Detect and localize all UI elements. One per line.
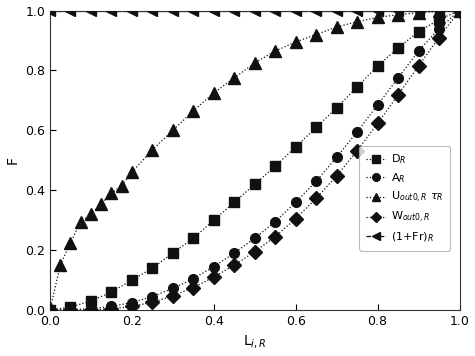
Y-axis label: F: F <box>6 156 19 164</box>
X-axis label: L$_{i,R}$: L$_{i,R}$ <box>243 334 266 350</box>
Legend: D$_R$, A$_R$, U$_{out0,R}$ $\tau$$_R$, W$_{out0,R}$, (1+Fr)$_R$: D$_R$, A$_R$, U$_{out0,R}$ $\tau$$_R$, W… <box>360 146 450 251</box>
